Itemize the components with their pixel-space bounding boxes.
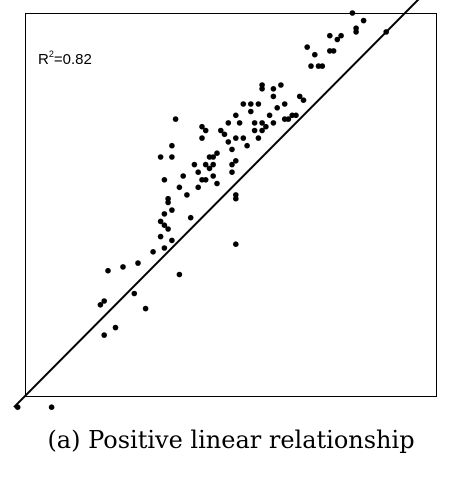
data-point: [15, 404, 21, 410]
data-point: [312, 52, 318, 58]
figure-caption: (a) Positive linear relationship: [0, 426, 462, 454]
data-point: [214, 150, 220, 156]
data-point: [192, 162, 198, 168]
data-point: [361, 18, 367, 24]
data-point: [241, 101, 247, 107]
data-point: [229, 169, 235, 175]
data-point: [180, 173, 186, 179]
data-point: [248, 101, 254, 107]
data-point: [233, 158, 239, 164]
data-point: [165, 226, 171, 232]
data-point: [233, 113, 239, 119]
data-point: [210, 162, 216, 168]
data-point: [101, 298, 107, 304]
data-point: [199, 135, 205, 141]
data-point: [101, 332, 107, 338]
data-point: [105, 268, 111, 274]
data-point: [233, 196, 239, 202]
data-point: [233, 241, 239, 247]
data-point: [278, 82, 284, 88]
data-point: [203, 177, 209, 183]
data-point: [308, 63, 314, 69]
data-point: [338, 33, 344, 39]
data-point: [304, 44, 310, 50]
data-point: [214, 181, 220, 187]
data-point: [331, 48, 337, 54]
data-point: [226, 139, 232, 145]
data-point: [282, 101, 288, 107]
data-point: [252, 120, 258, 126]
data-point: [177, 272, 183, 278]
data-point: [169, 143, 175, 149]
data-point: [132, 291, 138, 297]
data-point: [274, 105, 280, 111]
data-point: [158, 154, 164, 160]
data-point: [237, 120, 243, 126]
data-point: [184, 192, 190, 198]
data-point: [256, 135, 262, 141]
data-point: [143, 306, 149, 312]
data-point: [195, 185, 201, 191]
data-point: [241, 135, 247, 141]
data-point: [162, 211, 168, 217]
data-point: [150, 249, 156, 255]
data-point: [271, 86, 277, 92]
data-point: [267, 113, 273, 119]
data-point: [162, 177, 168, 183]
data-point: [327, 33, 333, 39]
data-point: [169, 207, 175, 213]
data-point: [252, 128, 258, 134]
data-point: [173, 116, 179, 122]
data-point: [233, 135, 239, 141]
data-point: [293, 113, 299, 119]
r-squared-label: R2=0.82: [38, 49, 92, 68]
data-point: [195, 169, 201, 175]
data-point: [259, 86, 265, 92]
data-point: [162, 245, 168, 251]
data-point: [383, 29, 389, 35]
data-point: [203, 128, 209, 134]
data-point: [271, 120, 277, 126]
data-point: [120, 264, 126, 270]
data-point: [210, 173, 216, 179]
data-point: [271, 94, 277, 100]
data-point: [177, 185, 183, 191]
data-point: [226, 120, 232, 126]
data-point: [169, 238, 175, 244]
data-point: [256, 101, 262, 107]
data-point: [248, 109, 254, 115]
data-point: [49, 404, 55, 410]
data-point: [244, 143, 250, 149]
data-point: [350, 10, 356, 16]
data-point: [222, 132, 228, 138]
data-point: [229, 147, 235, 153]
data-point: [301, 97, 307, 103]
plot-frame: [26, 14, 437, 397]
data-point: [188, 215, 194, 221]
data-point: [353, 25, 359, 31]
data-point: [320, 63, 326, 69]
data-point: [135, 260, 141, 266]
data-point: [165, 200, 171, 206]
data-point: [169, 154, 175, 160]
data-point: [113, 325, 119, 331]
data-point: [263, 124, 269, 130]
data-point: [158, 234, 164, 240]
